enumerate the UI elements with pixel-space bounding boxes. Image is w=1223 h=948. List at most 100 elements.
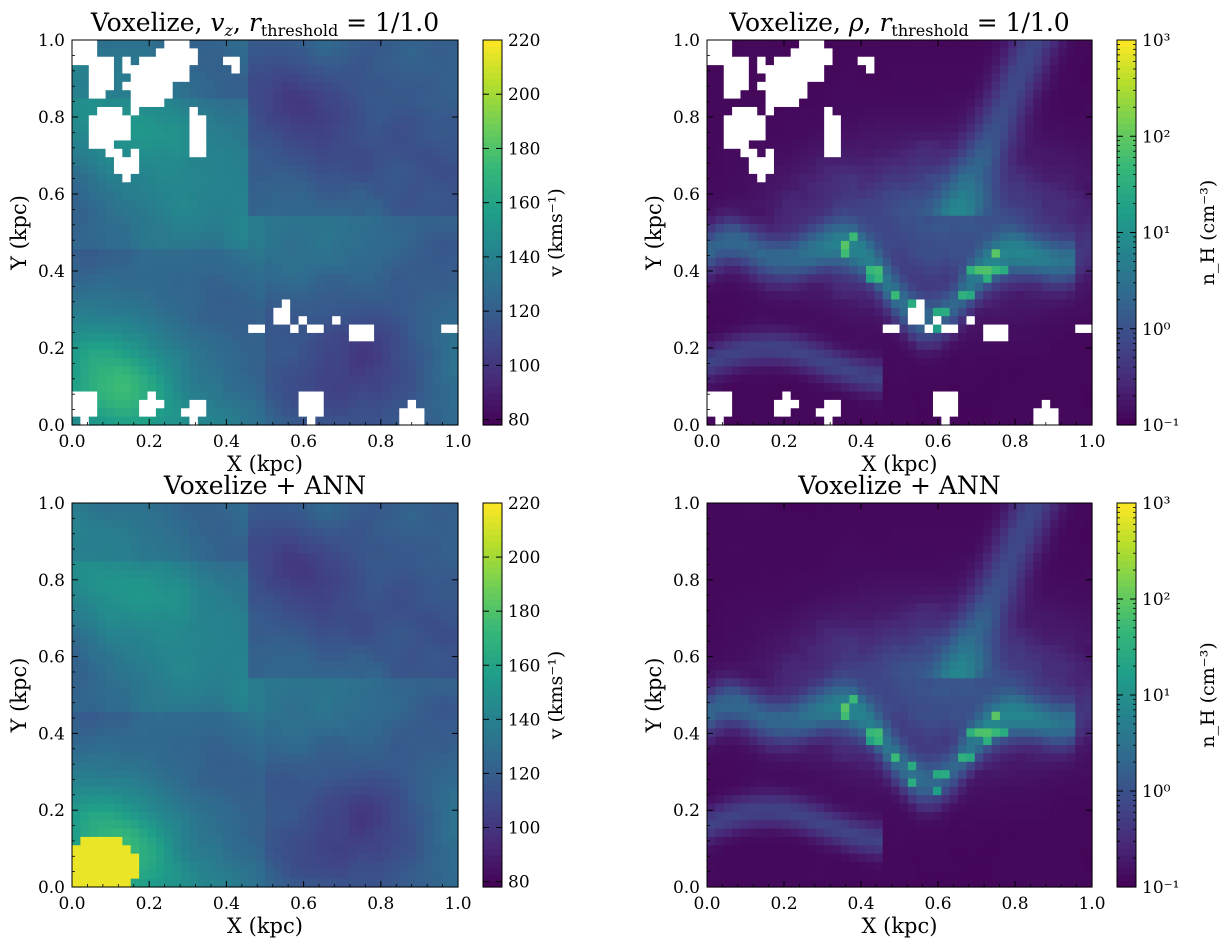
heatmap-cell bbox=[1075, 182, 1085, 192]
heatmap-cell bbox=[773, 408, 783, 418]
heatmap-cell bbox=[340, 224, 350, 234]
heatmap-cell bbox=[449, 232, 459, 242]
heatmap-cell bbox=[715, 265, 725, 275]
heatmap-cell bbox=[181, 148, 191, 158]
heatmap-cell bbox=[1025, 65, 1035, 75]
heatmap-cell bbox=[281, 408, 291, 418]
heatmap-cell bbox=[924, 132, 934, 142]
heatmap-cell bbox=[773, 341, 783, 351]
heatmap-cell bbox=[782, 98, 792, 108]
heatmap-cell bbox=[949, 56, 959, 66]
heatmap-cell bbox=[223, 48, 233, 58]
heatmap-cell bbox=[424, 358, 434, 368]
heatmap-cell bbox=[206, 399, 216, 409]
heatmap-cell bbox=[1066, 199, 1076, 208]
heatmap-cell bbox=[1033, 366, 1043, 376]
heatmap-cell bbox=[924, 399, 934, 409]
heatmap-cell bbox=[122, 720, 132, 729]
heatmap-cell bbox=[1041, 416, 1051, 426]
heatmap-cell bbox=[189, 90, 199, 100]
heatmap-cell bbox=[941, 165, 951, 175]
heatmap-cell bbox=[172, 90, 182, 100]
y-tick-label: 0.6 bbox=[38, 185, 65, 205]
heatmap-cell bbox=[891, 282, 901, 292]
heatmap-cell bbox=[147, 291, 157, 301]
heatmap-cell bbox=[991, 140, 1001, 150]
heatmap-cell bbox=[1050, 341, 1060, 351]
heatmap-cell bbox=[197, 98, 207, 108]
heatmap-cell bbox=[390, 40, 400, 49]
heatmap-cell bbox=[1083, 224, 1093, 234]
heatmap-cell bbox=[105, 341, 115, 351]
heatmap-cell bbox=[105, 140, 115, 150]
heatmap-cell bbox=[807, 48, 817, 58]
heatmap-cell bbox=[181, 349, 191, 359]
heatmap-cell bbox=[139, 399, 149, 409]
heatmap-cell bbox=[824, 173, 834, 183]
y-tick-label: 0.2 bbox=[38, 339, 65, 359]
heatmap-cell bbox=[924, 215, 934, 225]
heatmap-cell bbox=[849, 224, 859, 234]
heatmap-cell bbox=[113, 628, 123, 638]
heatmap-cell bbox=[340, 232, 350, 242]
heatmap-cell bbox=[832, 81, 842, 91]
heatmap-cell bbox=[941, 316, 951, 326]
heatmap-cell bbox=[999, 140, 1009, 150]
heatmap-cell bbox=[449, 399, 459, 409]
heatmap-cell bbox=[757, 207, 767, 217]
heatmap-cell bbox=[882, 90, 892, 100]
heatmap-cell bbox=[732, 81, 742, 91]
heatmap-cell bbox=[273, 274, 283, 284]
heatmap-cell bbox=[849, 182, 859, 192]
heatmap-cell bbox=[298, 73, 308, 83]
heatmap-cell bbox=[991, 274, 1001, 284]
heatmap-cell bbox=[197, 383, 207, 393]
heatmap-cell bbox=[441, 265, 451, 275]
heatmap-cell bbox=[799, 316, 809, 326]
heatmap-cell bbox=[265, 282, 274, 292]
heatmap-cell bbox=[390, 123, 400, 133]
heatmap-cell bbox=[147, 215, 157, 225]
heatmap-cell bbox=[88, 265, 98, 275]
heatmap-cell bbox=[197, 106, 207, 116]
heatmap-cell bbox=[1008, 48, 1018, 58]
heatmap-cell bbox=[332, 98, 342, 108]
heatmap-cell bbox=[239, 408, 249, 418]
heatmap-cell bbox=[991, 182, 1001, 192]
heatmap-cell bbox=[799, 408, 809, 418]
heatmap-cell bbox=[1075, 416, 1085, 426]
heatmap-cell bbox=[1066, 307, 1076, 317]
colorbar-segment bbox=[1117, 219, 1136, 227]
heatmap-cell bbox=[130, 81, 140, 91]
heatmap-cell bbox=[757, 148, 767, 158]
heatmap-cell bbox=[999, 215, 1009, 225]
heatmap-cell bbox=[306, 199, 316, 208]
heatmap-cell bbox=[88, 619, 98, 629]
heatmap-cell bbox=[782, 324, 792, 334]
heatmap-cell bbox=[340, 374, 350, 384]
heatmap-cell bbox=[306, 73, 316, 83]
heatmap-cell bbox=[223, 65, 233, 75]
heatmap-cell bbox=[757, 165, 767, 175]
heatmap-cell bbox=[72, 711, 81, 721]
heatmap-cell bbox=[723, 132, 733, 142]
heatmap-cell bbox=[416, 366, 426, 376]
heatmap-cell bbox=[707, 81, 716, 91]
heatmap-cell bbox=[866, 374, 875, 384]
heatmap-cell bbox=[773, 215, 783, 225]
heatmap-cell bbox=[840, 307, 850, 317]
heatmap-cell bbox=[273, 157, 283, 167]
heatmap-cell bbox=[357, 240, 367, 250]
heatmap-cell bbox=[164, 383, 174, 393]
heatmap-cell bbox=[715, 190, 725, 200]
heatmap-cell bbox=[206, 416, 216, 426]
heatmap-cell bbox=[799, 358, 809, 368]
heatmap-cell bbox=[416, 215, 426, 225]
x-tick-label: 0.8 bbox=[367, 432, 394, 452]
x-tick-label: 0.4 bbox=[213, 432, 240, 452]
heatmap-cell bbox=[849, 98, 859, 108]
heatmap-cell bbox=[206, 274, 216, 284]
heatmap-cell bbox=[122, 98, 132, 108]
heatmap-cell bbox=[105, 845, 115, 855]
heatmap-cell bbox=[1058, 358, 1068, 368]
